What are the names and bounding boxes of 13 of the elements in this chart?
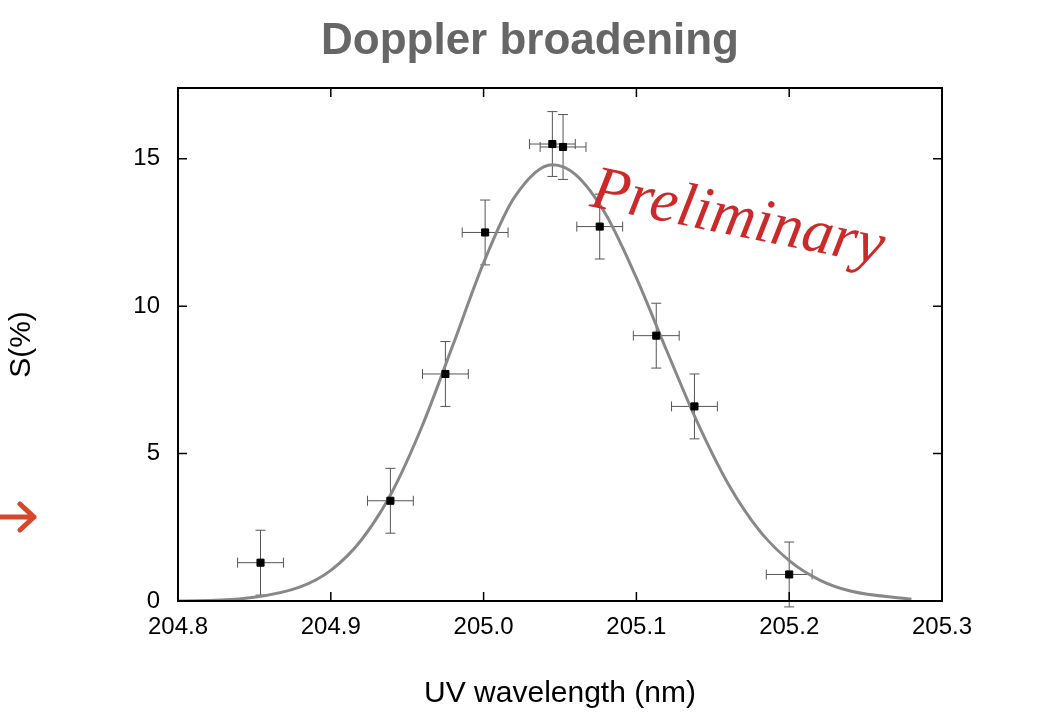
y-tick-label: 10 [133,290,160,318]
y-tick-label: 5 [146,438,160,466]
x-axis-title: UV wavelength (nm) [424,675,696,709]
y-axis-title: S(%) [3,311,37,378]
chart-title: Doppler broadening [321,14,739,64]
y-tick-label: 15 [133,143,160,171]
x-tick-label: 204.9 [300,612,361,640]
x-tick-label: 205.3 [911,612,973,640]
y-tick-label: 0 [146,585,160,613]
x-tick-label: 205.2 [759,612,820,640]
x-tick-label: 204.8 [147,612,209,640]
x-tick-label: 205.0 [453,612,514,640]
x-tick-label: 205.1 [606,612,667,640]
